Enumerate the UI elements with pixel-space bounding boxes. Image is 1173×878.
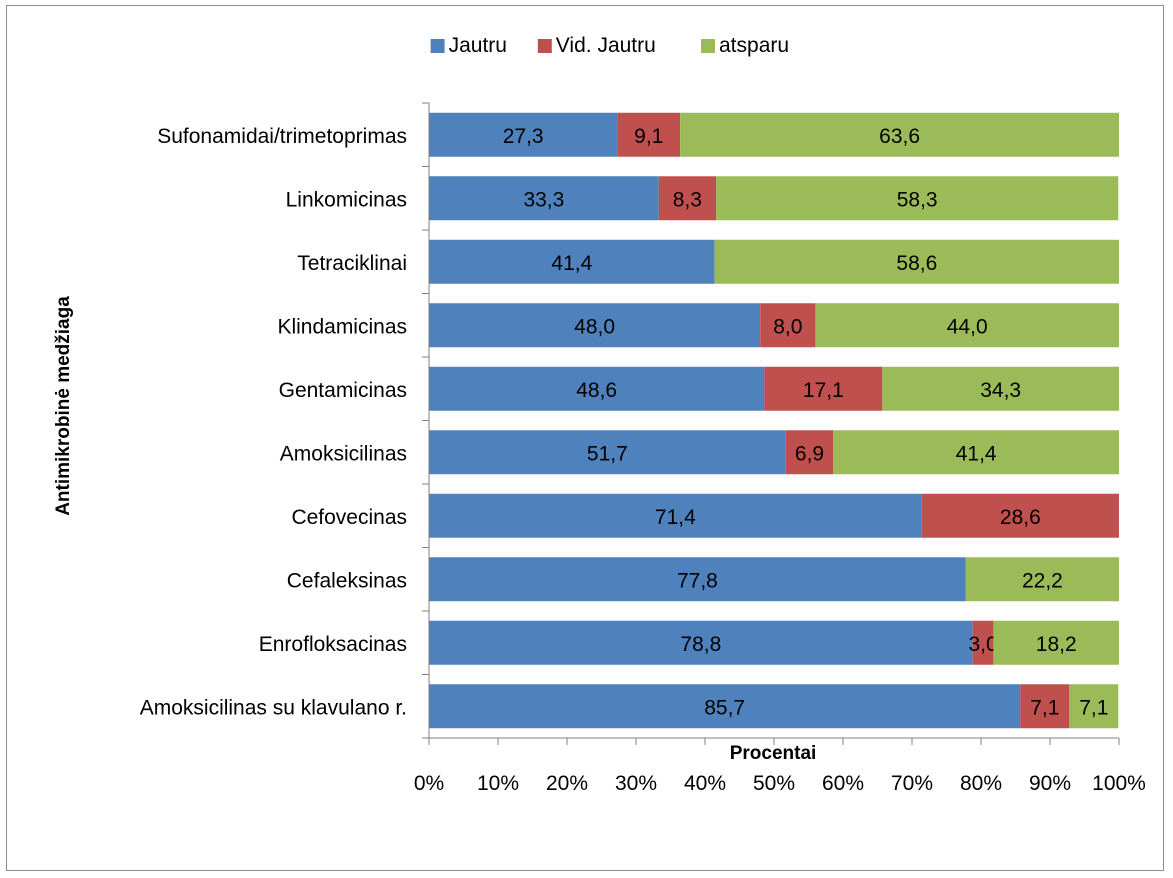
category-labels: Sufonamidai/trimetoprimas Linkomicinas Tet…	[140, 125, 407, 720]
bar-atsparu-sufonamidai-trimetoprimas	[680, 112, 1119, 157]
value-label-jautru-tetraciklinai: 41,4	[551, 252, 592, 275]
value-label-vid-jautru-amoksicilinas: 6,9	[795, 442, 824, 465]
x-tick-label-3: 30%	[615, 772, 657, 795]
bar-vid-jautru-amoksicilinas	[785, 430, 834, 475]
x-tick-label-7: 70%	[891, 772, 933, 795]
bar-chart: Jautru Vid. Jautru atsparu Antimikrobinė m…	[53, 34, 1146, 795]
value-label-vid-jautru-cefovecinas: 28,6	[1000, 506, 1041, 529]
bar-vid-jautru-sufonamidai-trimetoprimas	[617, 112, 681, 157]
x-tick-label-0: 0%	[414, 772, 444, 795]
x-tick-label-2: 20%	[546, 772, 588, 795]
value-label-atsparu-linkomicinas: 58,3	[897, 188, 938, 211]
category-label-cefaleksinas: Cefaleksinas	[287, 569, 407, 592]
bar-vid-jautru-amoksicilinas-su-klavulano-r	[1020, 684, 1070, 729]
y-axis-title: Antimikrobinė medžiaga	[53, 296, 74, 516]
value-label-atsparu-amoksicilinas-su-klavulano-r: 7,1	[1079, 696, 1108, 719]
category-label-tetraciklinai: Tetraciklinai	[297, 252, 407, 275]
value-label-jautru-amoksicilinas-su-klavulano-r: 85,7	[704, 696, 745, 719]
value-label-atsparu-enrofloksacinas: 18,2	[1036, 633, 1077, 656]
bar-jautru-cefovecinas	[429, 493, 922, 538]
category-label-amoksicilinas: Amoksicilinas	[280, 442, 407, 465]
bar-vid-jautru-cefovecinas	[921, 493, 1119, 538]
category-label-cefovecinas: Cefovecinas	[291, 506, 407, 529]
bar-atsparu-amoksicilinas	[833, 430, 1119, 475]
value-label-jautru-klindamicinas: 48,0	[574, 315, 615, 338]
value-label-jautru-enrofloksacinas: 78,8	[680, 633, 721, 656]
legend-label-vid-jautru: Vid. Jautru	[556, 34, 656, 57]
category-label-amoksicilinas-su-klavulano-r: Amoksicilinas su klavulano r.	[140, 696, 407, 719]
bar-jautru-gentamicinas	[429, 366, 765, 411]
bar-vid-jautru-gentamicinas	[764, 366, 883, 411]
bar-jautru-amoksicilinas-su-klavulano-r	[429, 684, 1021, 729]
value-label-atsparu-amoksicilinas: 41,4	[956, 442, 997, 465]
bar-vid-jautru-klindamicinas	[760, 303, 816, 348]
category-label-linkomicinas: Linkomicinas	[286, 188, 407, 211]
category-label-gentamicinas: Gentamicinas	[279, 379, 407, 402]
x-tick-labels: 0% 10% 20% 30% 40% 50% 60% 70% 80% 90% 100%	[414, 772, 1146, 795]
x-axis-title: Procentai	[730, 743, 817, 764]
value-label-atsparu-cefaleksinas: 22,2	[1022, 569, 1063, 592]
legend-label-jautru: Jautru	[449, 34, 507, 57]
value-label-atsparu-sufonamidai-trimetoprimas: 63,6	[879, 125, 920, 148]
bar-jautru-amoksicilinas	[429, 430, 786, 475]
bar-atsparu-linkomicinas	[716, 176, 1119, 221]
bar-atsparu-klindamicinas	[815, 303, 1119, 348]
value-label-atsparu-gentamicinas: 34,3	[980, 379, 1021, 402]
bars-group: 27,3 9,1 63,6 33,3 8,3 58,3 41,4 58,6 48,0 8,0 44,…	[429, 112, 1119, 729]
chart-frame: Jautru Vid. Jautru atsparu Antimikrobinė m…	[6, 5, 1164, 871]
bar-vid-jautru-linkomicinas	[658, 176, 717, 221]
value-label-vid-jautru-gentamicinas: 17,1	[803, 379, 844, 402]
legend-swatch-atsparu	[701, 39, 715, 53]
value-label-jautru-amoksicilinas: 51,7	[587, 442, 628, 465]
value-label-atsparu-tetraciklinai: 58,6	[896, 252, 937, 275]
bar-jautru-linkomicinas	[429, 176, 659, 221]
bar-atsparu-gentamicinas	[882, 366, 1119, 411]
x-tick-label-6: 60%	[822, 772, 864, 795]
x-tick-label-5: 50%	[753, 772, 795, 795]
x-tick-label-9: 90%	[1029, 772, 1071, 795]
value-label-vid-jautru-amoksicilinas-su-klavulano-r: 7,1	[1030, 696, 1059, 719]
value-label-vid-jautru-sufonamidai-trimetoprimas: 9,1	[634, 125, 663, 148]
y-axis-title-group: Antimikrobinė medžiaga	[53, 296, 74, 516]
bar-jautru-klindamicinas	[429, 303, 761, 348]
bar-vid-jautru-enrofloksacinas	[972, 620, 994, 665]
value-label-jautru-gentamicinas: 48,6	[576, 379, 617, 402]
bar-atsparu-cefaleksinas	[965, 557, 1119, 602]
category-label-enrofloksacinas: Enrofloksacinas	[259, 633, 407, 656]
x-tick-label-8: 80%	[960, 772, 1002, 795]
axes-group	[422, 102, 1120, 745]
category-label-sufonamidai-trimetoprimas: Sufonamidai/trimetoprimas	[157, 125, 407, 148]
category-label-klindamicinas: Klindamicinas	[277, 315, 407, 338]
bar-jautru-enrofloksacinas	[429, 620, 973, 665]
bar-atsparu-amoksicilinas-su-klavulano-r	[1069, 684, 1119, 729]
value-label-jautru-sufonamidai-trimetoprimas: 27,3	[503, 125, 544, 148]
value-label-jautru-linkomicinas: 33,3	[523, 188, 564, 211]
legend-swatch-vid-jautru	[537, 39, 552, 53]
value-label-vid-jautru-enrofloksacinas: 3,0	[968, 633, 997, 656]
value-label-vid-jautru-klindamicinas: 8,0	[773, 315, 802, 338]
value-label-jautru-cefaleksinas: 77,8	[677, 569, 718, 592]
x-tick-label-1: 10%	[477, 772, 519, 795]
x-tick-label-4: 40%	[684, 772, 726, 795]
bar-jautru-cefaleksinas	[429, 557, 966, 602]
legend-label-atsparu: atsparu	[719, 34, 789, 57]
legend-swatch-jautru	[430, 39, 445, 53]
chart-legend: Jautru Vid. Jautru atsparu	[430, 34, 789, 57]
bar-atsparu-enrofloksacinas	[993, 620, 1119, 665]
bar-jautru-sufonamidai-trimetoprimas	[429, 112, 618, 157]
value-label-vid-jautru-linkomicinas: 8,3	[673, 188, 702, 211]
value-label-atsparu-klindamicinas: 44,0	[947, 315, 988, 338]
value-label-jautru-cefovecinas: 71,4	[655, 506, 696, 529]
x-tick-label-10: 100%	[1092, 772, 1146, 795]
bar-atsparu-tetraciklinai	[714, 239, 1119, 284]
bar-jautru-tetraciklinai	[429, 239, 715, 284]
